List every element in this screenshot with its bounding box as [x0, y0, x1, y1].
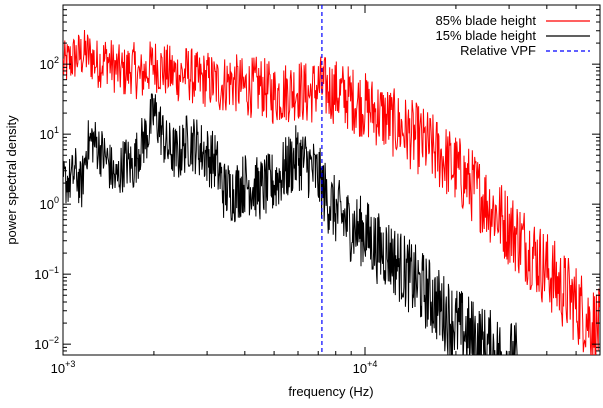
legend-label: Relative VPF: [460, 43, 536, 58]
x-tick-label: 10+4: [353, 359, 378, 376]
series-line-blade-15: [63, 93, 518, 355]
y-tick-label: 102: [40, 55, 59, 72]
series-line-blade-85: [63, 29, 600, 355]
x-tick-label: 10+3: [51, 359, 76, 376]
y-tick-label: 10−2: [34, 335, 59, 352]
legend-label: 15% blade height: [436, 28, 537, 43]
y-tick-label: 10−1: [34, 265, 59, 282]
x-axis-label: frequency (Hz): [288, 384, 373, 399]
y-tick-label: 100: [40, 195, 59, 212]
y-tick-label: 101: [40, 125, 59, 142]
y-axis-label: power spectral density: [4, 115, 19, 245]
plot-frame: [62, 4, 601, 356]
legend-label: 85% blade height: [436, 13, 537, 28]
